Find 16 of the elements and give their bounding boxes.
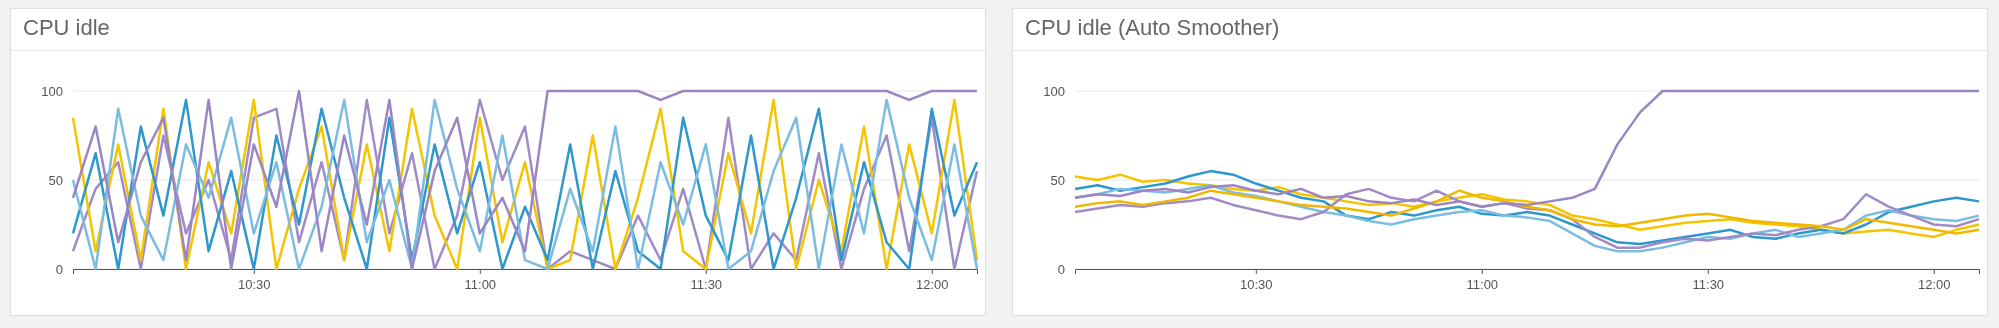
chart-title: CPU idle (Auto Smoother) xyxy=(1013,9,1987,51)
chart-title: CPU idle xyxy=(11,9,985,51)
x-tick-label: 10:30 xyxy=(238,277,271,293)
x-tick-label: 12:00 xyxy=(916,277,949,293)
x-tick-label: 11:00 xyxy=(1466,277,1499,293)
x-tick-label: 11:00 xyxy=(464,277,497,293)
x-tick-label: 11:30 xyxy=(690,277,723,293)
y-tick-label: 100 xyxy=(41,83,63,99)
y-tick-label: 0 xyxy=(1057,261,1065,277)
y-tick-label: 50 xyxy=(48,172,63,188)
y-tick-label: 50 xyxy=(1050,172,1065,188)
x-tick-label: 10:30 xyxy=(1240,277,1273,293)
x-tick-label: 12:00 xyxy=(1918,277,1951,293)
y-tick-label: 0 xyxy=(55,261,63,277)
x-tick-label: 11:30 xyxy=(1692,277,1725,293)
y-tick-label: 100 xyxy=(1043,83,1065,99)
